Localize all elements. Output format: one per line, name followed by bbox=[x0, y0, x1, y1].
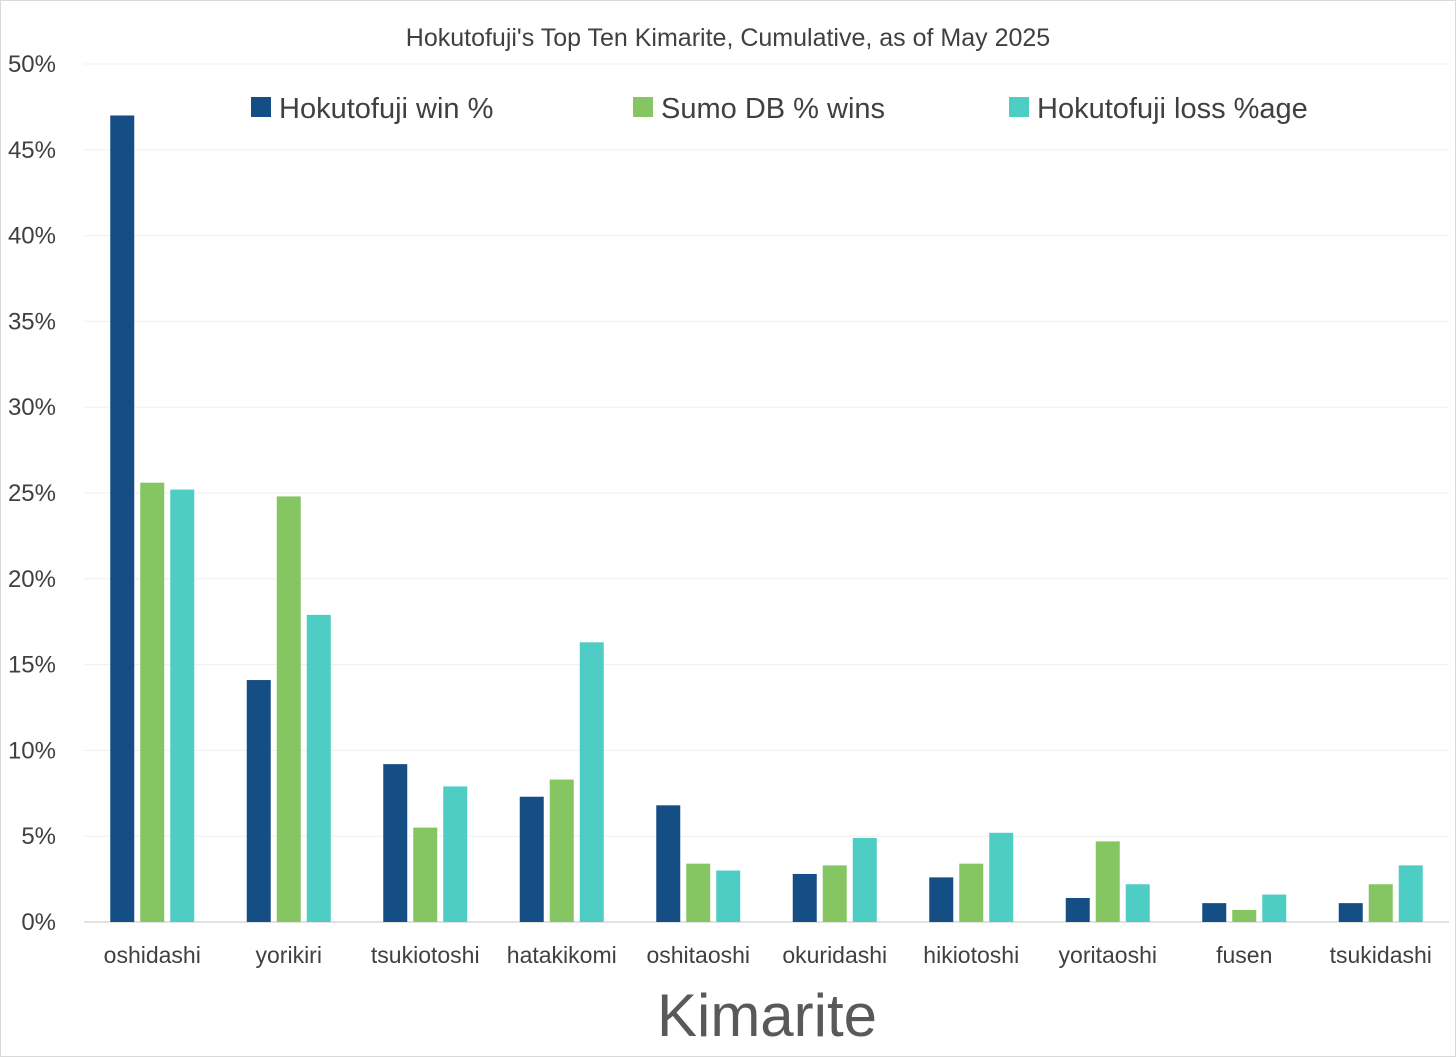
bar-tsukidashi-series-1 bbox=[1338, 903, 1363, 922]
bar-fusen-series-3 bbox=[1262, 894, 1287, 922]
category-label-tsukidashi: tsukidashi bbox=[1330, 942, 1432, 968]
y-tick-label: 50% bbox=[8, 51, 56, 78]
bar-hatakikomi-series-3 bbox=[579, 642, 604, 922]
x-axis-title: Kimarite bbox=[657, 982, 877, 1049]
bar-okuridashi-series-3 bbox=[852, 837, 877, 922]
bar-hatakikomi-series-1 bbox=[519, 796, 544, 922]
bar-oshitaoshi-series-1 bbox=[656, 805, 681, 922]
legend-label-3: Hokutofuji loss %age bbox=[1037, 93, 1308, 125]
bar-tsukiotoshi-series-1 bbox=[383, 764, 408, 922]
legend: Hokutofuji win % Sumo DB % wins Hokutofuji… bbox=[251, 93, 1308, 125]
legend-swatch-2 bbox=[633, 97, 653, 117]
legend-swatch-1 bbox=[251, 97, 271, 117]
x-axis-category-labels: oshidashi yorikiri tsukiotoshi hatakikomi os… bbox=[104, 942, 1432, 968]
bar-oshitaoshi-series-3 bbox=[716, 870, 741, 922]
y-tick-label: 30% bbox=[8, 394, 56, 421]
y-tick-label: 40% bbox=[8, 223, 56, 250]
y-tick-label: 25% bbox=[8, 480, 56, 507]
legend-swatch-3 bbox=[1009, 97, 1029, 117]
category-label-oshidashi: oshidashi bbox=[104, 942, 201, 968]
bar-oshidashi-series-1 bbox=[110, 115, 135, 923]
bar-tsukidashi-series-3 bbox=[1398, 865, 1423, 922]
y-tick-label: 15% bbox=[8, 652, 56, 679]
bar-tsukidashi-series-2 bbox=[1368, 884, 1393, 922]
category-label-hikiotoshi: hikiotoshi bbox=[923, 942, 1019, 968]
legend-label-1: Hokutofuji win % bbox=[279, 93, 493, 125]
category-label-yoritaoshi: yoritaoshi bbox=[1059, 942, 1157, 968]
bar-yorikiri-series-2 bbox=[276, 496, 301, 922]
category-label-hatakikomi: hatakikomi bbox=[507, 942, 617, 968]
y-tick-label: 20% bbox=[8, 566, 56, 593]
y-tick-label: 5% bbox=[21, 823, 56, 850]
bar-oshitaoshi-series-2 bbox=[686, 863, 711, 922]
bar-hikiotoshi-series-2 bbox=[959, 863, 984, 922]
bar-yoritaoshi-series-1 bbox=[1065, 897, 1090, 922]
y-tick-label: 45% bbox=[8, 137, 56, 164]
bar-oshidashi-series-2 bbox=[140, 482, 165, 922]
bar-yoritaoshi-series-3 bbox=[1125, 884, 1150, 922]
bar-fusen-series-2 bbox=[1232, 909, 1257, 922]
category-label-okuridashi: okuridashi bbox=[782, 942, 887, 968]
bar-okuridashi-series-2 bbox=[822, 865, 847, 922]
bar-hikiotoshi-series-1 bbox=[929, 877, 954, 922]
y-tick-label: 0% bbox=[21, 909, 56, 936]
bar-oshidashi-series-3 bbox=[170, 489, 195, 922]
legend-label-2: Sumo DB % wins bbox=[661, 93, 885, 125]
bars bbox=[110, 115, 1423, 923]
y-axis-tick-labels: 0% 5% 10% 15% 20% 25% 30% 35% 40% 45% 50% bbox=[8, 51, 56, 936]
bar-hatakikomi-series-2 bbox=[549, 779, 574, 922]
bar-tsukiotoshi-series-2 bbox=[413, 827, 438, 922]
y-tick-label: 35% bbox=[8, 308, 56, 335]
category-label-oshitaoshi: oshitaoshi bbox=[646, 942, 750, 968]
bar-tsukiotoshi-series-3 bbox=[443, 786, 468, 922]
category-label-fusen: fusen bbox=[1216, 942, 1272, 968]
category-label-yorikiri: yorikiri bbox=[256, 942, 322, 968]
bar-yorikiri-series-1 bbox=[246, 680, 271, 922]
y-tick-label: 10% bbox=[8, 737, 56, 764]
bar-fusen-series-1 bbox=[1202, 903, 1227, 922]
chart-title: Hokutofuji's Top Ten Kimarite, Cumulativ… bbox=[406, 24, 1050, 52]
bar-okuridashi-series-1 bbox=[792, 873, 817, 922]
category-label-tsukiotoshi: tsukiotoshi bbox=[371, 942, 480, 968]
bar-hikiotoshi-series-3 bbox=[989, 832, 1014, 922]
bar-yoritaoshi-series-2 bbox=[1095, 841, 1120, 922]
bar-yorikiri-series-3 bbox=[306, 614, 331, 922]
